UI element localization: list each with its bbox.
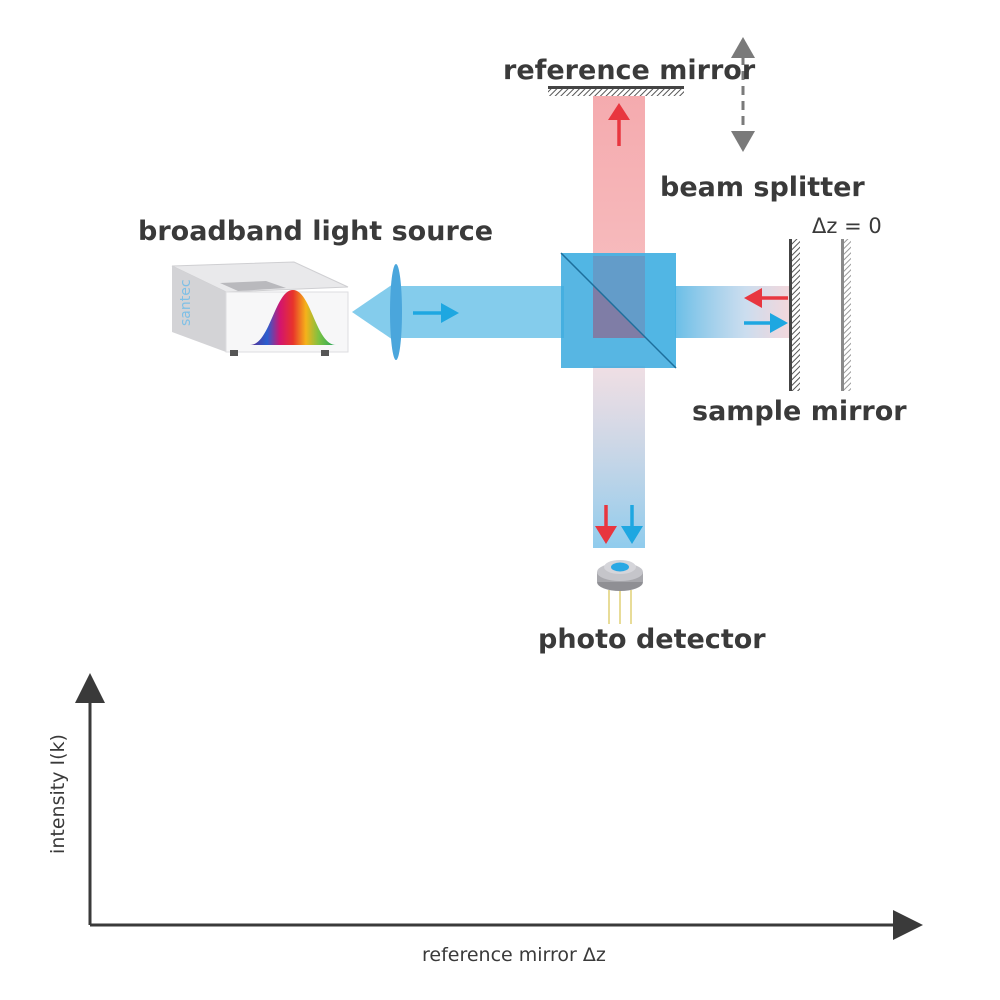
broadband-source-label: broadband light source: [138, 216, 494, 247]
zero-position-mirror: [841, 239, 851, 391]
x-axis-label: reference mirror Δz: [422, 944, 606, 966]
y-axis-label: intensity I(k): [47, 734, 69, 854]
red-arrow-left-sample: [744, 288, 788, 308]
axes: [75, 673, 923, 940]
sample-arm-beam: [675, 286, 793, 338]
device-logo: santec: [178, 279, 194, 326]
sample-mirror-label: sample mirror: [692, 396, 907, 427]
blue-arrow-down-detector: [621, 505, 643, 544]
red-arrow-up: [608, 103, 630, 146]
blue-arrow-right-source: [413, 303, 459, 323]
photo-detector-device: [597, 560, 643, 624]
detector-arm-beam: [593, 366, 645, 548]
mirror-movement-arrow: [731, 37, 755, 152]
red-arrow-down-detector: [595, 505, 617, 544]
blue-arrow-right-sample: [744, 313, 788, 333]
lens: [390, 264, 402, 360]
beam-splitter-label: beam splitter: [660, 172, 865, 203]
source-beam: [352, 282, 396, 342]
photo-detector-label: photo detector: [538, 624, 766, 655]
broadband-light-source-device: santec: [171, 261, 349, 356]
reference-mirror: [548, 86, 684, 96]
beam-splitter: [560, 252, 677, 369]
sample-mirror: [789, 239, 800, 391]
delta-z-label: Δz = 0: [812, 214, 882, 238]
reference-mirror-label: reference mirror: [503, 55, 756, 86]
